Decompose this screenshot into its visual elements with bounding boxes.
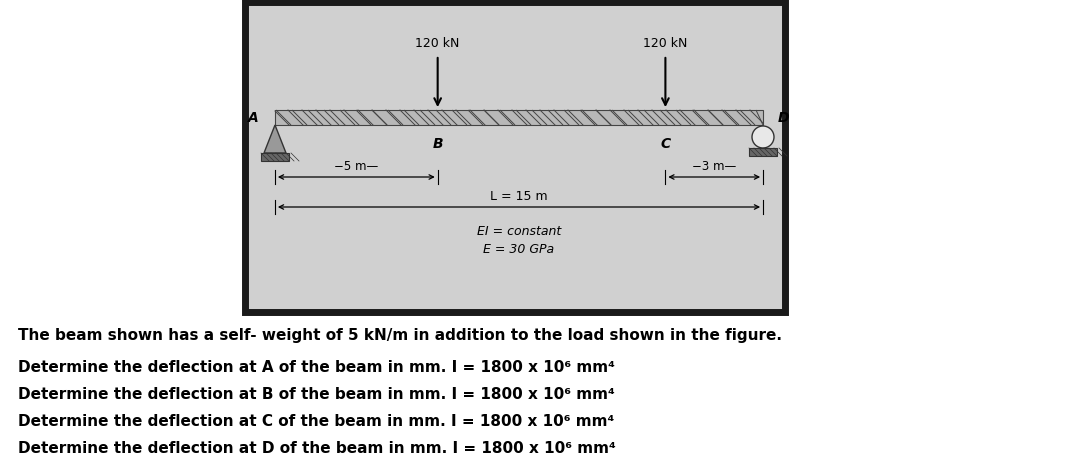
Text: Determine the deflection at A of the beam in mm. I = 1800 x 10⁶ mm⁴: Determine the deflection at A of the bea… — [18, 360, 615, 375]
Polygon shape — [264, 125, 286, 153]
Text: D: D — [778, 111, 788, 124]
Bar — [0, 315, 1080, 473]
Text: B: B — [432, 137, 443, 151]
Text: 120 kN: 120 kN — [644, 37, 688, 50]
Text: A: A — [247, 111, 258, 124]
Text: −5 m—: −5 m— — [334, 160, 378, 173]
Text: The beam shown has a self- weight of 5 kN/m in addition to the load shown in the: The beam shown has a self- weight of 5 k… — [18, 328, 782, 343]
Text: C: C — [660, 137, 671, 151]
Text: Determine the deflection at B of the beam in mm. I = 1800 x 10⁶ mm⁴: Determine the deflection at B of the bea… — [18, 387, 615, 402]
Bar — [261, 153, 289, 161]
Circle shape — [752, 126, 774, 148]
Text: E = 30 GPa: E = 30 GPa — [484, 243, 554, 256]
Text: 120 kN: 120 kN — [416, 37, 460, 50]
Bar — [245, 2, 785, 312]
Text: −3 m—: −3 m— — [692, 160, 737, 173]
Bar — [275, 110, 762, 125]
Text: EI = constant: EI = constant — [477, 225, 562, 238]
Bar — [750, 148, 777, 156]
Text: Determine the deflection at D of the beam in mm. I = 1800 x 10⁶ mm⁴: Determine the deflection at D of the bea… — [18, 441, 616, 456]
Text: Determine the deflection at C of the beam in mm. I = 1800 x 10⁶ mm⁴: Determine the deflection at C of the bea… — [18, 414, 615, 429]
Text: L = 15 m: L = 15 m — [490, 190, 548, 203]
